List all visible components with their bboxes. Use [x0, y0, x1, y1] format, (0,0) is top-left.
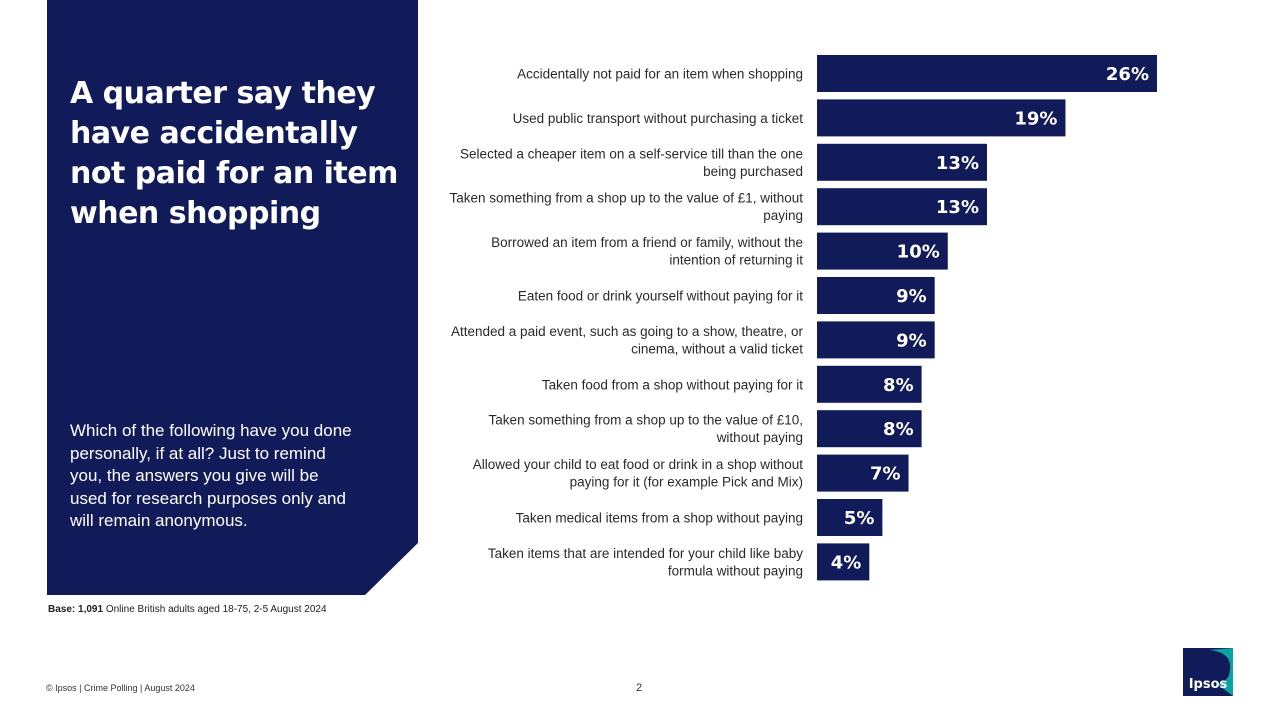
bar-row: 5% Taken medical items from a shop withou… [516, 499, 883, 536]
page-number: 2 [636, 682, 643, 694]
bar [817, 277, 935, 314]
bar [817, 55, 1157, 92]
headline: A quarter say they have accidentally not… [70, 76, 398, 231]
base-label: Base: [48, 604, 76, 615]
bar-value-label: 7% [870, 464, 901, 485]
bar-row: 8% Taken food from a shop without paying … [542, 365, 922, 403]
ipsos-logo: Ipsos [1183, 648, 1233, 696]
category-label: Eaten food or drink yourself without pay… [518, 289, 803, 304]
bar-value-label: 5% [844, 508, 875, 529]
category-label: paying for it (for example Pick and Mix) [570, 475, 803, 490]
logo-text: Ipsos [1189, 677, 1228, 692]
bar [817, 232, 948, 270]
bar-value-label: 9% [896, 286, 927, 307]
category-label: Borrowed an item from a friend or family… [491, 235, 803, 250]
category-label: Taken something from a shop up to the va… [450, 191, 804, 206]
bar-value-label: 13% [936, 153, 979, 174]
title-panel: A quarter say they have accidentally not… [47, 0, 418, 595]
survey-question: Which of the following have you done per… [70, 421, 352, 530]
category-label: without paying [716, 430, 803, 445]
bar-value-label: 8% [883, 375, 914, 396]
category-label: Used public transport without purchasing… [513, 111, 804, 126]
category-label: Allowed your child to eat food or drink … [473, 457, 803, 472]
bar [817, 99, 1066, 137]
category-label: Attended a paid event, such as going to … [451, 324, 803, 339]
bar-value-label: 9% [896, 330, 927, 351]
bar [817, 543, 870, 581]
bar-row: 19% Used public transport without purchas… [513, 99, 1066, 137]
bar-row: 10% Borrowed an item from a friend or fam… [491, 232, 948, 270]
category-label: being purchased [703, 164, 803, 179]
bar-row: 13% Selected a cheaper item on a self-ser… [460, 143, 987, 181]
category-label: Taken items that are intended for your c… [488, 546, 803, 561]
bar-value-label: 4% [831, 552, 862, 573]
category-label: paying [763, 208, 803, 223]
bar [817, 410, 922, 448]
bar [817, 143, 987, 181]
bar-row: 7% Allowed your child to eat food or drin… [473, 454, 909, 492]
category-label: cinema, without a valid ticket [631, 341, 803, 356]
bar-chart: 26% Accidentally not paid for an item whe… [450, 55, 1157, 581]
bar-row: 26% Accidentally not paid for an item whe… [517, 55, 1157, 92]
category-label: Taken food from a shop without paying fo… [542, 377, 803, 392]
bar-row: 9% Attended a paid event, such as going t… [451, 321, 935, 359]
bar-value-label: 8% [883, 419, 914, 440]
base-count: 1,091 [78, 604, 104, 615]
bar-row: 13% Taken something from a shop up to the… [450, 188, 987, 226]
category-label: Accidentally not paid for an item when s… [517, 67, 803, 82]
category-label: Selected a cheaper item on a self-servic… [460, 146, 803, 161]
bar [817, 454, 909, 492]
category-label: formula without paying [668, 563, 803, 578]
bar-row: 4% Taken items that are intended for your… [488, 543, 870, 581]
category-label: intention of returning it [669, 253, 803, 268]
bar [817, 321, 935, 359]
bar-value-label: 19% [1014, 108, 1057, 129]
base-description: Online British adults aged 18-75, 2-5 Au… [105, 604, 327, 615]
base-note: Base: 1,091 Online British adults aged 1… [48, 604, 327, 615]
bar [817, 365, 922, 403]
bar [817, 188, 987, 226]
bar-row: 9% Eaten food or drink yourself without p… [518, 277, 935, 314]
bar [817, 499, 883, 536]
category-label: Taken medical items from a shop without … [516, 511, 803, 526]
bar-value-label: 26% [1106, 64, 1149, 85]
category-label: Taken something from a shop up to the va… [489, 413, 803, 428]
bar-value-label: 10% [897, 242, 940, 263]
bar-row: 8% Taken something from a shop up to the … [489, 410, 922, 448]
footer-copyright: © Ipsos | Crime Polling | August 2024 [46, 683, 195, 693]
bar-value-label: 13% [936, 197, 979, 218]
